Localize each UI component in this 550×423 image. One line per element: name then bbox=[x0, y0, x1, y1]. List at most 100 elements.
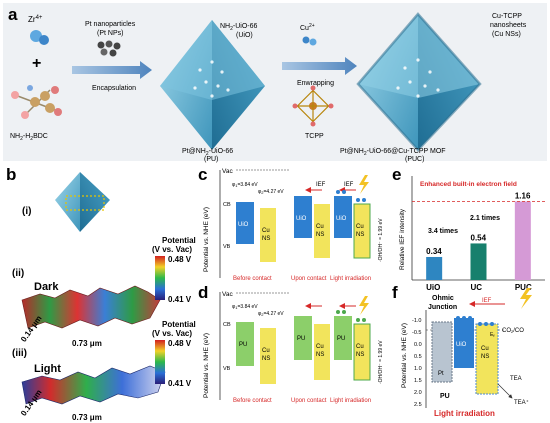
tea-label: TEA bbox=[510, 376, 522, 382]
tick-label: 0.5 bbox=[414, 354, 422, 360]
tick-label: 2.5 bbox=[414, 402, 422, 408]
pot-title-1: Potential bbox=[162, 320, 196, 329]
tick-label: -1.0 bbox=[412, 318, 421, 324]
light-label: Light bbox=[34, 363, 61, 375]
dim-x-dark: 0.73 μm bbox=[72, 339, 102, 348]
cu-band-before bbox=[260, 208, 276, 262]
lightning-icon bbox=[359, 296, 369, 315]
uio-label: UiO bbox=[456, 342, 467, 348]
pot-title-2: (V vs. Vac) bbox=[152, 329, 192, 338]
enwrapping-arrow bbox=[282, 57, 357, 75]
tick-label: 1.0 bbox=[414, 366, 422, 372]
ns-label: NS bbox=[481, 354, 489, 360]
sub-iii-label: (iii) bbox=[12, 348, 27, 359]
pot-title-1: Potential bbox=[162, 236, 196, 245]
ef-label: Ef bbox=[490, 332, 495, 338]
phi2-label: φ2=4.27 eV bbox=[258, 311, 284, 317]
ns-label: NS bbox=[316, 232, 324, 238]
phi1-label: φ1=3.84 eV bbox=[232, 182, 258, 188]
cond-before-label: Before contact bbox=[233, 276, 272, 282]
ns-label: NS bbox=[316, 352, 324, 358]
panel-e: e Enhanced built-in electron field Relat… bbox=[392, 165, 545, 292]
potential-colorbar bbox=[155, 256, 165, 300]
cond-contact-label: Upon contact bbox=[291, 398, 327, 404]
cu-band-light bbox=[353, 323, 371, 381]
uio-band-before bbox=[236, 202, 254, 244]
pu-label-line2: (PU) bbox=[204, 156, 218, 163]
panel-d-ylabel: Potential vs. NHE (eV) bbox=[203, 333, 210, 398]
cond-light-label: Light irradiation bbox=[330, 276, 371, 282]
puc-label-line1: Pt@NH2-UiO-66@Cu-TCPP MOF bbox=[340, 148, 446, 157]
puc-octahedron bbox=[356, 12, 482, 152]
panel-e-letter: e bbox=[392, 165, 401, 184]
bar-value-label: 0.54 bbox=[471, 233, 487, 242]
vac-label: Vac bbox=[222, 168, 233, 175]
cb-label: CB bbox=[223, 322, 231, 328]
encapsulation-label: Encapsulation bbox=[92, 85, 136, 92]
tcpp-label: TCPP bbox=[305, 133, 324, 140]
ohmic-line1: Ohmic bbox=[432, 295, 454, 302]
pt-pu-block bbox=[431, 321, 453, 383]
panel-b-letter: b bbox=[6, 165, 16, 184]
category-tick-label: UC bbox=[471, 283, 483, 292]
panel-a-letter: a bbox=[8, 5, 18, 24]
cu-label: Cu bbox=[316, 224, 324, 230]
redox-label: ·OH/OH⁻ = 1.99 eV bbox=[378, 218, 384, 262]
ns-label: NS bbox=[262, 356, 270, 362]
bar-value-label: 0.34 bbox=[426, 247, 442, 256]
cu-band-contact bbox=[314, 324, 330, 380]
uio-label: UiO bbox=[296, 216, 307, 222]
linker-label: NH2-H2BDC bbox=[10, 133, 48, 142]
panel-a: a Zr4+ + NH2-H2BDC Pt nanoparticles (Pt … bbox=[3, 3, 547, 163]
lightning-icon bbox=[520, 288, 532, 309]
category-tick-label: PUC bbox=[515, 283, 532, 292]
pu-octahedron bbox=[160, 20, 265, 150]
linker-molecule-icon bbox=[11, 85, 62, 119]
uio-band bbox=[454, 318, 474, 368]
uio-band-contact bbox=[294, 196, 312, 238]
redox-label: ·OH/OH⁻ = 1.99 eV bbox=[378, 340, 384, 384]
ratio-label-1: 3.4 times bbox=[428, 228, 458, 235]
panel-c: c Potential vs. NHE (eV) Vac φ1=3.84 eV … bbox=[198, 165, 384, 282]
phi2-label: φ2=4.27 eV bbox=[258, 189, 284, 195]
panel-e-title: Enhanced built-in electron field bbox=[420, 181, 517, 188]
vb-label: VB bbox=[223, 244, 231, 250]
ratio-label-2: 2.1 times bbox=[470, 215, 500, 222]
vb-label: VB bbox=[223, 366, 231, 372]
bar-uio bbox=[426, 256, 443, 280]
ns-label-line1: Cu-TCPP bbox=[492, 13, 522, 20]
lightning-icon bbox=[359, 175, 369, 194]
pu-band-contact bbox=[294, 316, 312, 360]
bar-uc bbox=[470, 243, 487, 280]
cb-label: CB bbox=[223, 202, 231, 208]
ns-label-line2: nanosheets bbox=[490, 22, 527, 29]
panel-b: b (i) (ii) Dark 0.14 μm 0.73 μm (iii) Li… bbox=[6, 165, 196, 422]
ief-label: IEF bbox=[316, 182, 326, 188]
tick-label: 2.0 bbox=[414, 390, 422, 396]
electrons-icon bbox=[336, 190, 366, 202]
cu-band-contact bbox=[314, 204, 330, 258]
sub-i-label: (i) bbox=[22, 206, 31, 217]
sample-octahedron bbox=[55, 172, 110, 232]
pt-label: Pt bbox=[438, 371, 444, 377]
ns-label: NS bbox=[356, 232, 364, 238]
tick-label: 0.0 bbox=[414, 342, 422, 348]
cond-light-label: Light irradiation bbox=[330, 398, 371, 404]
light-irradiation-label: Light irradiation bbox=[434, 409, 495, 418]
cu-label: Cu bbox=[316, 344, 324, 350]
uio-label-line2: (UiO) bbox=[236, 32, 253, 39]
cu-label: Cu bbox=[262, 228, 270, 234]
panel-f-ticks: -1.0 -0.5 0.0 0.5 1.0 1.5 2.0 2.5 bbox=[412, 318, 422, 408]
pt-nanoparticles-icon bbox=[97, 40, 121, 57]
ns-label: NS bbox=[262, 236, 270, 242]
ns-label-line3: (Cu NSs) bbox=[492, 31, 521, 38]
panel-c-ylabel: Potential vs. NHE (eV) bbox=[203, 207, 210, 272]
ohmic-line2: Junction bbox=[428, 304, 457, 311]
ief-label: IEF bbox=[482, 298, 492, 304]
pt-np-label-line1: Pt nanoparticles bbox=[85, 21, 136, 28]
enwrapping-label: Enwrapping bbox=[297, 80, 334, 87]
bar-group: 0.34 UiO 0.54 UC 1.16 PUC bbox=[412, 191, 545, 292]
scale-bottom: 0.41 V bbox=[168, 295, 192, 304]
panel-c-letter: c bbox=[198, 165, 207, 184]
tea-oxidation-arrow bbox=[497, 383, 513, 399]
